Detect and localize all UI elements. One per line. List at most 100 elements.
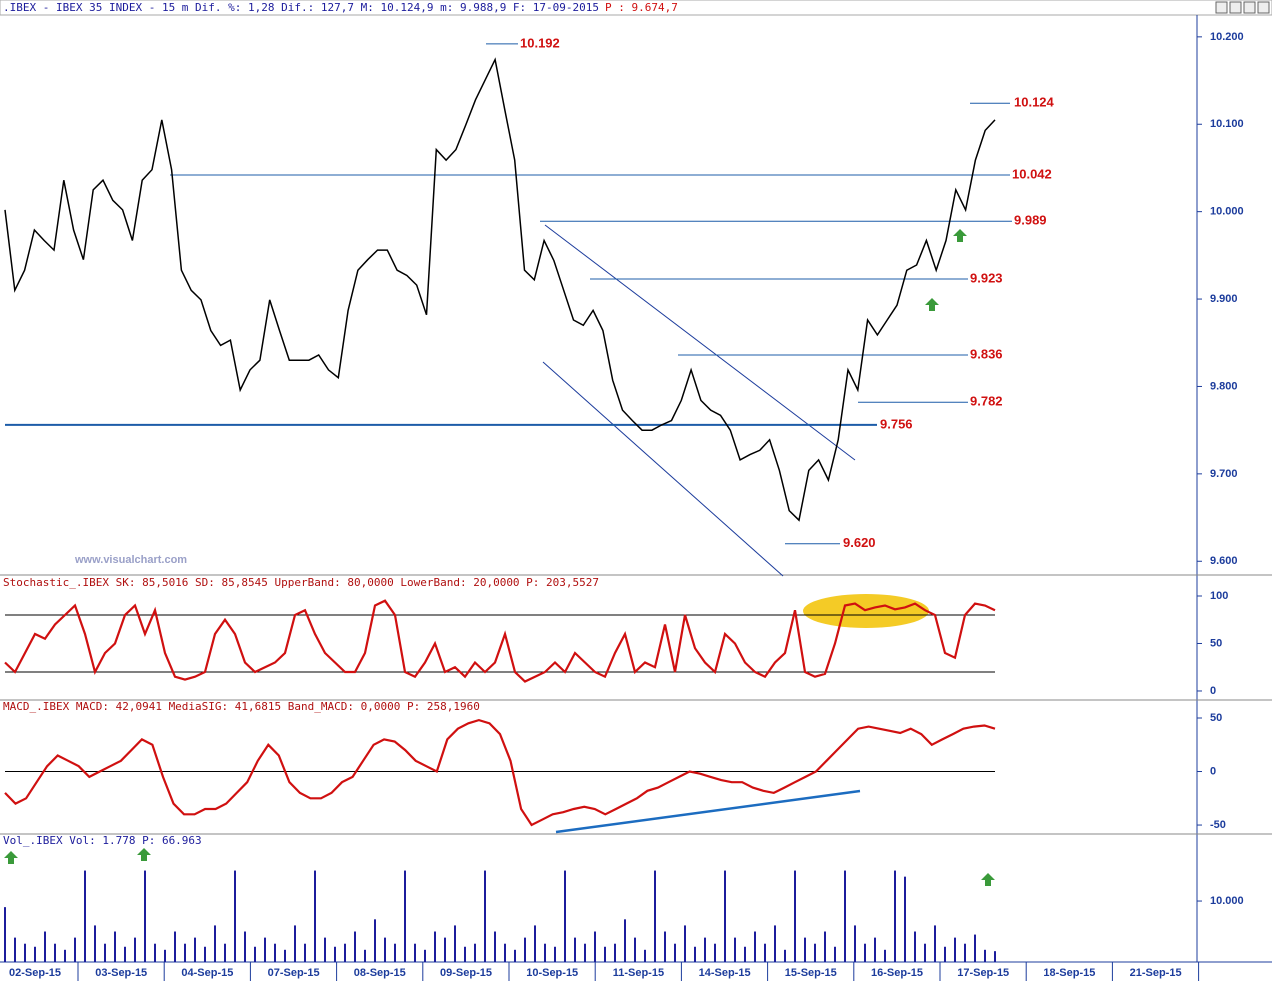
y-tick-label: 9.800: [1210, 380, 1238, 392]
x-tick-label: 11-Sep-15: [613, 967, 664, 979]
volume-bar: [704, 937, 706, 962]
volume-bar: [754, 931, 756, 962]
volume-bar: [534, 925, 536, 962]
volume-bar: [574, 937, 576, 962]
x-tick-label: 14-Sep-15: [699, 967, 751, 979]
volume-bar: [844, 870, 846, 962]
x-tick-label: 09-Sep-15: [440, 967, 492, 979]
volume-bar: [954, 937, 956, 962]
x-tick-label: 03-Sep-15: [95, 967, 147, 979]
volume-bar: [924, 943, 926, 962]
volume-bar: [414, 943, 416, 962]
volume-bar: [294, 925, 296, 962]
volume-bar: [894, 870, 896, 962]
volume-bar: [234, 870, 236, 962]
volume-bar: [964, 943, 966, 962]
volume-bar: [854, 925, 856, 962]
volume-bar: [644, 949, 646, 962]
arrow: [953, 229, 967, 242]
volume-bar: [764, 943, 766, 962]
volume-bar: [144, 870, 146, 962]
volume-bar: [154, 943, 156, 962]
volume-bar: [674, 943, 676, 962]
volume-bar: [944, 946, 946, 962]
volume-bar: [34, 946, 36, 962]
arrows: [4, 229, 995, 886]
volume-bar: [14, 937, 16, 962]
volume-bar: [774, 925, 776, 962]
volume-bar: [784, 949, 786, 962]
volume-bar: [64, 949, 66, 962]
window-controls[interactable]: [1215, 1, 1270, 14]
x-tick-label: 18-Sep-15: [1043, 967, 1095, 979]
y-tick-label: 9.600: [1210, 555, 1238, 567]
panel-title: Vol_.IBEX Vol: 1.778 P: 66.963: [3, 834, 202, 847]
volume-bar: [584, 943, 586, 962]
x-tick-label: 04-Sep-15: [181, 967, 233, 979]
volume-bar: [94, 925, 96, 962]
title-bar: [0, 0, 1272, 16]
arrow: [925, 298, 939, 311]
x-tick-label: 08-Sep-15: [354, 967, 406, 979]
restore[interactable]: [1243, 1, 1256, 14]
volume-bar: [204, 946, 206, 962]
level-label: 10.192: [520, 35, 560, 50]
arrow: [4, 851, 18, 864]
volume-bar: [254, 946, 256, 962]
minimize[interactable]: [1215, 1, 1228, 14]
x-tick-label: 02-Sep-15: [9, 967, 61, 979]
header-text: .IBEX - IBEX 35 INDEX - 15 m Dif. %: 1,2…: [3, 1, 599, 14]
volume-bar: [104, 943, 106, 962]
volume-bar: [744, 946, 746, 962]
y-tick-label: 10.000: [1210, 895, 1244, 907]
volume-bar: [244, 931, 246, 962]
level-label: 9.782: [970, 394, 1003, 409]
volume-bar: [824, 931, 826, 962]
volume-bar: [634, 937, 636, 962]
x-tick-label: 15-Sep-15: [785, 967, 837, 979]
volume-bar: [164, 949, 166, 962]
volume-bar: [54, 943, 56, 962]
y-tick-label: 50: [1210, 637, 1222, 649]
volume-bar: [804, 937, 806, 962]
level-label: 9.989: [1014, 213, 1047, 228]
volume-bar: [184, 943, 186, 962]
volume-bar: [994, 951, 996, 962]
y-tick-label: 9.900: [1210, 293, 1238, 305]
volume-bar: [84, 870, 86, 962]
volume-bar: [864, 943, 866, 962]
maximize[interactable]: [1229, 1, 1242, 14]
level-label: 10.042: [1012, 166, 1052, 181]
arrow: [981, 873, 995, 886]
y-tick-label: 0: [1210, 685, 1216, 697]
volume-bar: [974, 934, 976, 962]
volume-bar: [454, 925, 456, 962]
volume-bar: [874, 937, 876, 962]
volume-bar: [344, 943, 346, 962]
channel-line: [542, 361, 784, 577]
x-tick-label: 16-Sep-15: [871, 967, 923, 979]
y-tick-label: 10.000: [1210, 206, 1244, 218]
volume-bar: [714, 943, 716, 962]
volume-bar: [174, 931, 176, 962]
volume-bar: [984, 949, 986, 962]
volume-bar: [464, 946, 466, 962]
x-tick-label: 17-Sep-15: [957, 967, 1009, 979]
series-line: [4, 718, 996, 827]
x-tick-label: 07-Sep-15: [268, 967, 320, 979]
close[interactable]: [1257, 1, 1270, 14]
volume-bar: [604, 946, 606, 962]
volume-bar: [524, 937, 526, 962]
volume-bar: [224, 943, 226, 962]
volume-bar: [264, 937, 266, 962]
volume-bar: [354, 931, 356, 962]
y-tick-label: -50: [1210, 819, 1226, 831]
volume-bar: [934, 925, 936, 962]
level-label: 9.756: [880, 416, 913, 431]
volume-bar: [664, 931, 666, 962]
volume-bar: [694, 946, 696, 962]
volume-bar: [194, 937, 196, 962]
